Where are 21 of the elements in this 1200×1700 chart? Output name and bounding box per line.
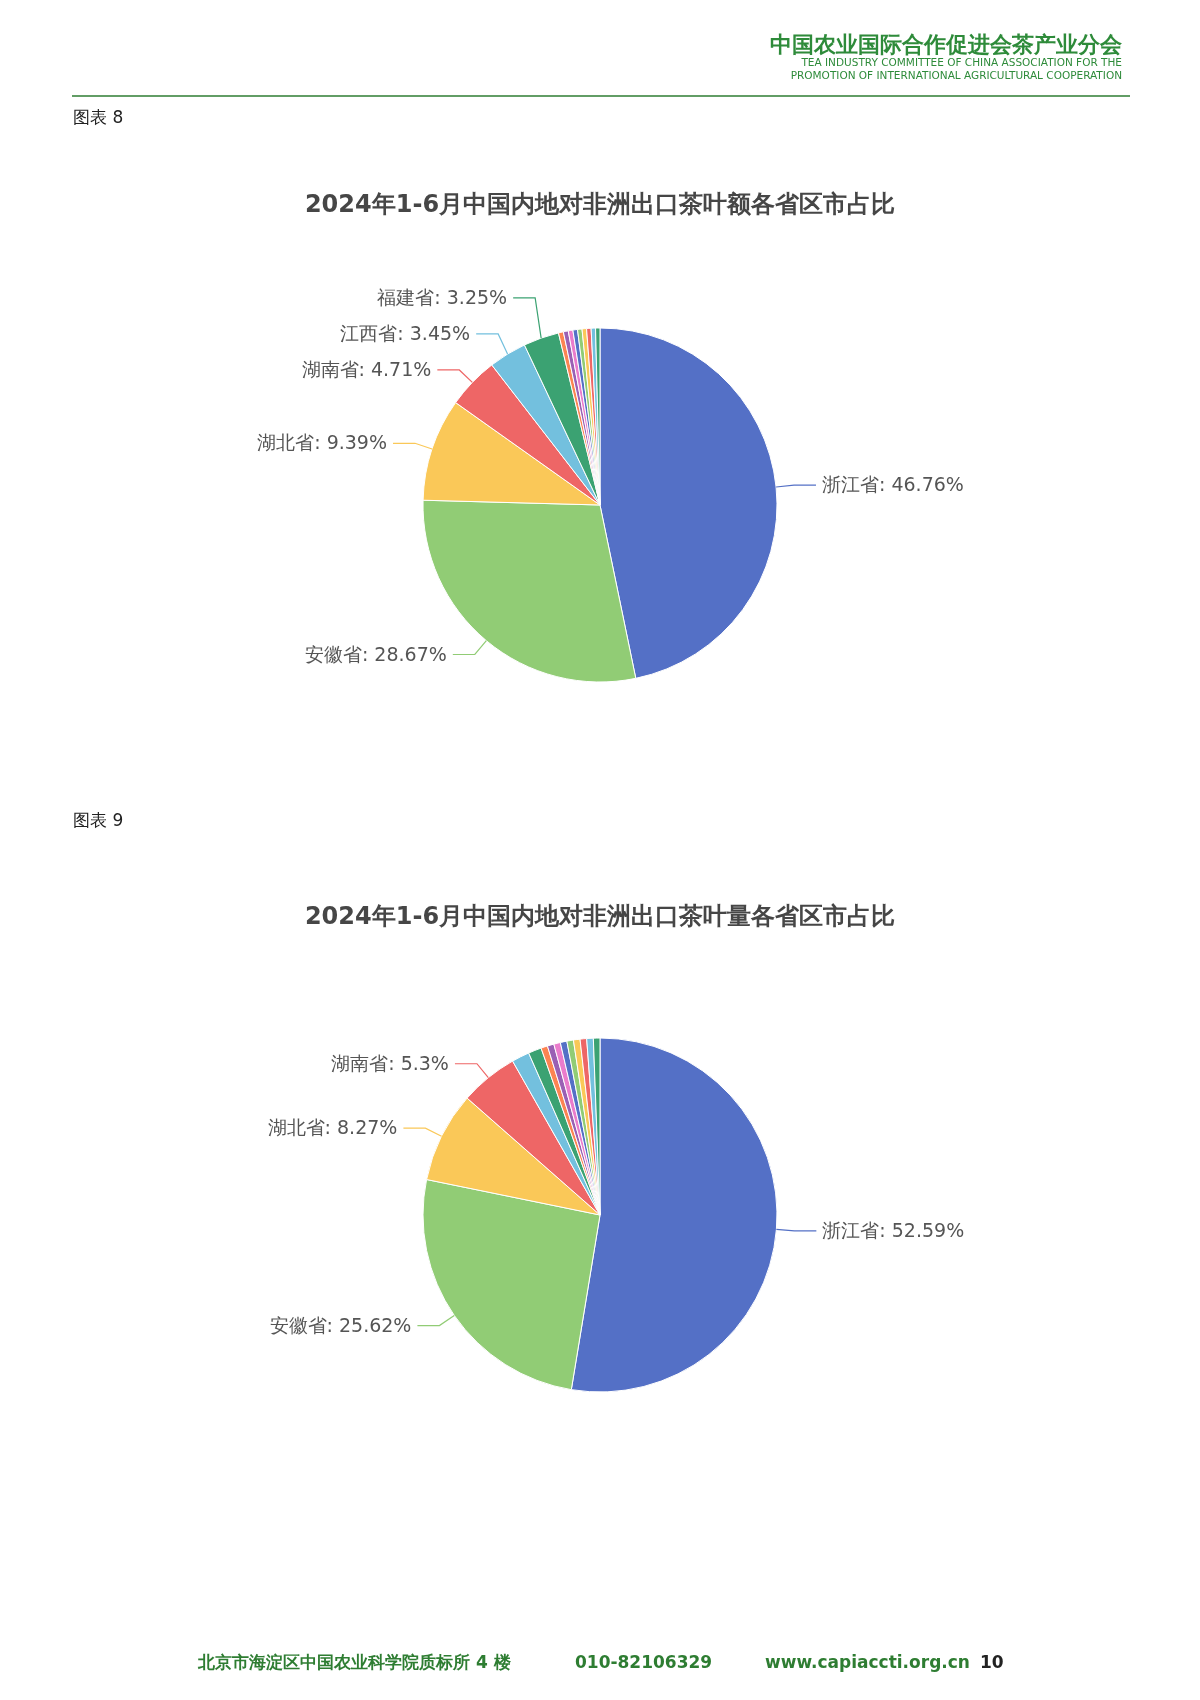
slice-label: 福建省: 3.25%	[377, 285, 508, 308]
text: 图表 9	[73, 810, 124, 830]
slice-label: 湖北省: 9.39%	[257, 431, 388, 454]
slice-label: 湖南省: 5.3%	[331, 1051, 449, 1074]
text: 中国农业国际合作促进会茶产业分会	[770, 32, 1123, 57]
text: 010-82106329	[575, 1652, 713, 1672]
slice-label: 浙江省: 46.76%	[821, 473, 964, 496]
slice-label: 浙江省: 52.59%	[822, 1218, 965, 1241]
chart-title: 2024年1-6月中国内地对非洲出口茶叶量各省区市占比	[304, 902, 896, 930]
slice-label: 安徽省: 28.67%	[304, 642, 447, 665]
slice-label: 湖南省: 4.71%	[301, 357, 432, 380]
slice-label: 安徽省: 25.62%	[269, 1313, 412, 1336]
text: 10	[980, 1652, 1004, 1672]
text: PROMOTION OF INTERNATIONAL AGRICULTURAL COOPERATION	[790, 69, 1122, 81]
text: 北京市海淀区中国农业科学院质标所 4 楼	[197, 1652, 512, 1672]
chart-title: 2024年1-6月中国内地对非洲出口茶叶额各省区市占比	[304, 190, 896, 218]
slice-label: 湖北省: 8.27%	[267, 1116, 398, 1139]
slice-label: 江西省: 3.45%	[340, 321, 471, 344]
text: TEA INDUSTRY COMMITTEE OF CHINA ASSOCIATION FOR THE	[800, 56, 1122, 68]
text: 图表 8	[73, 107, 124, 127]
text: www.capiaccti.org.cn	[765, 1652, 970, 1672]
